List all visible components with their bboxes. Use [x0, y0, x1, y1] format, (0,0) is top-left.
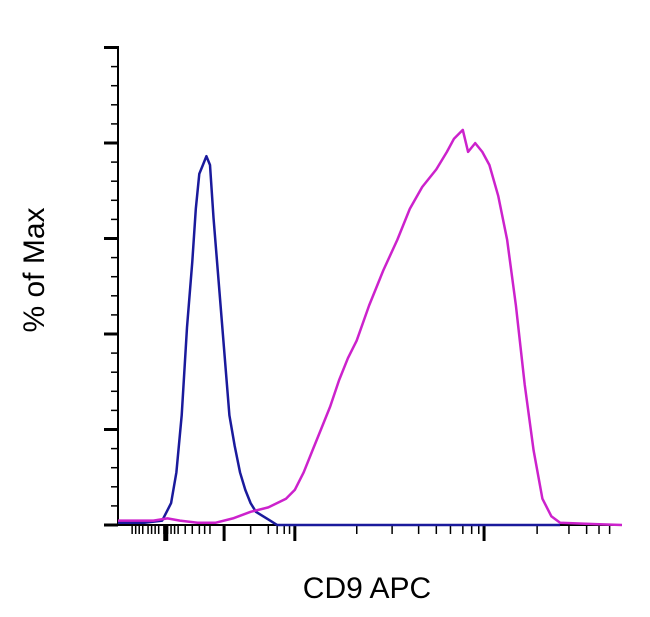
series-line-1: [118, 154, 561, 527]
y-axis-label: % of Max: [18, 207, 51, 332]
series-line-2: [118, 128, 623, 527]
y-axis-ticks: [104, 46, 118, 527]
x-axis-ticks: [131, 525, 611, 541]
series-layer: [118, 128, 623, 527]
x-axis-label: CD9 APC: [303, 572, 431, 605]
plot-frame: [117, 46, 622, 526]
